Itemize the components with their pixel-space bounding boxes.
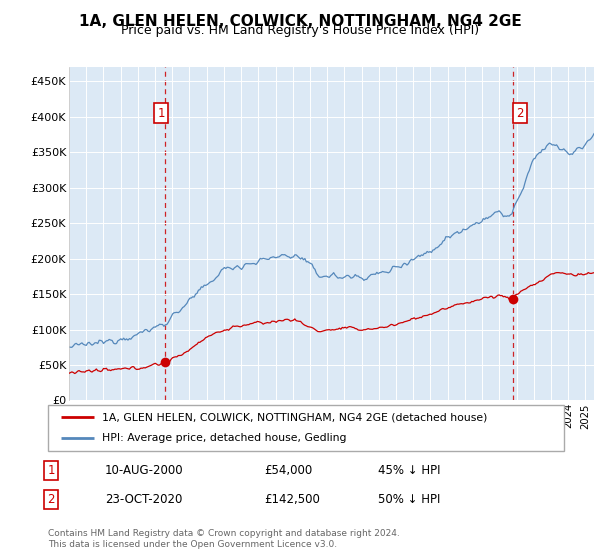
Text: 23-OCT-2020: 23-OCT-2020 bbox=[105, 493, 182, 506]
Text: 10-AUG-2000: 10-AUG-2000 bbox=[105, 464, 184, 477]
Text: 1A, GLEN HELEN, COLWICK, NOTTINGHAM, NG4 2GE: 1A, GLEN HELEN, COLWICK, NOTTINGHAM, NG4… bbox=[79, 14, 521, 29]
Text: 1: 1 bbox=[157, 107, 165, 120]
Text: £142,500: £142,500 bbox=[264, 493, 320, 506]
Text: 2: 2 bbox=[47, 493, 55, 506]
Text: 45% ↓ HPI: 45% ↓ HPI bbox=[378, 464, 440, 477]
Text: 50% ↓ HPI: 50% ↓ HPI bbox=[378, 493, 440, 506]
Text: 1: 1 bbox=[47, 464, 55, 477]
Text: £54,000: £54,000 bbox=[264, 464, 312, 477]
Text: Contains HM Land Registry data © Crown copyright and database right 2024.
This d: Contains HM Land Registry data © Crown c… bbox=[48, 529, 400, 549]
Text: Price paid vs. HM Land Registry's House Price Index (HPI): Price paid vs. HM Land Registry's House … bbox=[121, 24, 479, 37]
Text: HPI: Average price, detached house, Gedling: HPI: Average price, detached house, Gedl… bbox=[102, 433, 347, 444]
Text: 1A, GLEN HELEN, COLWICK, NOTTINGHAM, NG4 2GE (detached house): 1A, GLEN HELEN, COLWICK, NOTTINGHAM, NG4… bbox=[102, 412, 488, 422]
FancyBboxPatch shape bbox=[48, 405, 564, 451]
Text: 2: 2 bbox=[516, 107, 524, 120]
